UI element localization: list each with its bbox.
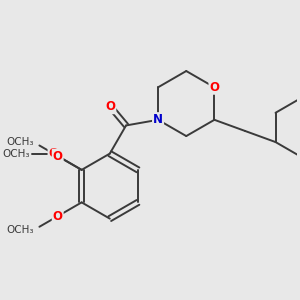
Text: O: O: [105, 100, 116, 113]
Text: O: O: [209, 81, 219, 94]
Text: OCH₃: OCH₃: [6, 137, 34, 147]
Text: O: O: [53, 210, 63, 223]
Text: O: O: [53, 150, 63, 163]
Text: N: N: [153, 113, 163, 126]
Text: OCH₃: OCH₃: [3, 148, 30, 159]
Text: O: O: [49, 147, 58, 160]
Text: N: N: [153, 113, 163, 126]
Text: OCH₃: OCH₃: [6, 225, 34, 235]
